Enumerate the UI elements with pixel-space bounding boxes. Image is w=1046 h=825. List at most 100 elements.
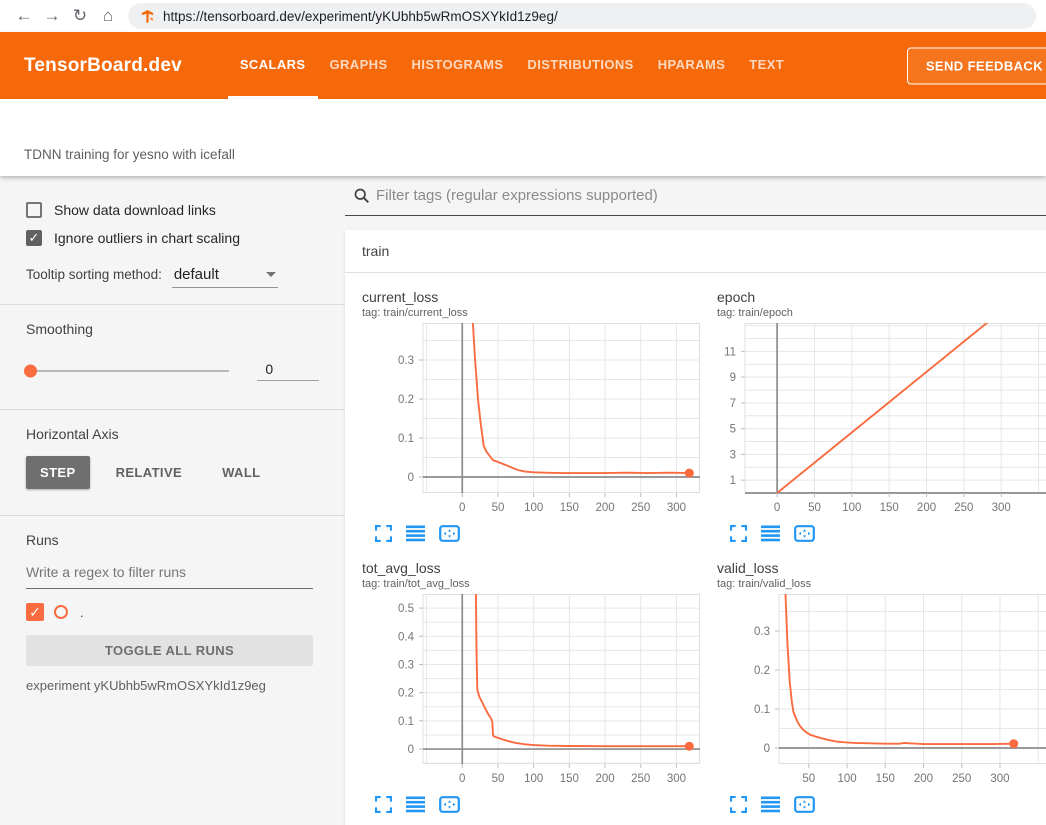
svg-text:0: 0 <box>764 743 770 755</box>
axis-relative-button[interactable]: RELATIVE <box>102 456 197 489</box>
svg-text:150: 150 <box>876 773 895 785</box>
main-panel: train current_loss tag: train/current_lo… <box>345 176 1046 825</box>
svg-text:0.4: 0.4 <box>398 631 415 643</box>
runs-selector-icon[interactable] <box>761 796 780 813</box>
tab-histograms[interactable]: HISTOGRAMS <box>400 32 516 99</box>
home-icon[interactable]: ⌂ <box>94 2 122 30</box>
app-title: TensorBoard.dev <box>24 55 182 77</box>
tab-graphs[interactable]: GRAPHS <box>318 32 400 99</box>
svg-text:5: 5 <box>730 424 736 436</box>
forward-icon[interactable]: → <box>38 2 66 30</box>
tab-bar: SCALARS GRAPHS HISTOGRAMS DISTRIBUTIONS … <box>228 32 796 99</box>
charts-grid: current_loss tag: train/current_loss 050… <box>345 273 1046 823</box>
run-row: ✓ . <box>26 603 319 621</box>
ignore-outliers-row[interactable]: ✓ Ignore outliers in chart scaling <box>26 230 319 246</box>
group-header-train[interactable]: train <box>345 230 1046 273</box>
chart-title: valid_loss <box>717 560 1046 576</box>
svg-text:0: 0 <box>408 472 414 484</box>
runs-selector-icon[interactable] <box>406 525 425 542</box>
svg-text:250: 250 <box>952 773 971 785</box>
toggle-all-runs-button[interactable]: TOGGLE ALL RUNS <box>26 635 313 666</box>
ignore-outliers-checkbox[interactable]: ✓ <box>26 230 42 246</box>
smoothing-slider-thumb[interactable] <box>24 365 37 378</box>
svg-text:50: 50 <box>808 502 821 514</box>
svg-text:250: 250 <box>631 773 650 785</box>
svg-text:7: 7 <box>730 398 736 410</box>
scalar-chart[interactable]: 5010015020025030000.10.20.3 <box>717 594 1046 792</box>
chart-tag: tag: train/valid_loss <box>717 578 1046 590</box>
svg-text:300: 300 <box>990 773 1009 785</box>
fullscreen-icon[interactable] <box>375 525 392 542</box>
svg-text:9: 9 <box>730 372 736 384</box>
svg-text:0.2: 0.2 <box>754 665 770 677</box>
train-group-card: train current_loss tag: train/current_lo… <box>345 230 1046 825</box>
chart-tile-epoch: epoch tag: train/epoch 05010015020025030… <box>700 281 1046 552</box>
runs-label: Runs <box>26 532 319 548</box>
fit-domain-icon[interactable] <box>439 796 460 813</box>
svg-text:100: 100 <box>524 773 543 785</box>
url-text: https://tensorboard.dev/experiment/yKUbh… <box>163 9 558 24</box>
fit-domain-icon[interactable] <box>439 525 460 542</box>
back-icon[interactable]: ← <box>10 2 38 30</box>
ignore-outliers-label: Ignore outliers in chart scaling <box>54 230 240 246</box>
tab-hparams[interactable]: HPARAMS <box>646 32 738 99</box>
runs-selector-icon[interactable] <box>406 796 425 813</box>
chart-tag: tag: train/current_loss <box>362 307 700 319</box>
send-feedback-button[interactable]: SEND FEEDBACK <box>907 47 1046 84</box>
run-color-swatch <box>54 605 68 619</box>
svg-text:0.5: 0.5 <box>398 603 414 615</box>
experiment-id-label: experiment yKUbhb5wRmOSXYkId1z9eg <box>26 678 319 693</box>
svg-text:150: 150 <box>880 502 899 514</box>
reload-icon[interactable]: ↻ <box>66 2 94 30</box>
show-download-links-checkbox[interactable] <box>26 202 42 218</box>
tensorboard-favicon <box>140 9 155 24</box>
svg-text:0: 0 <box>459 502 465 514</box>
fullscreen-icon[interactable] <box>375 796 392 813</box>
chart-tile-valid-loss: valid_loss tag: train/valid_loss 5010015… <box>700 552 1046 823</box>
run-name: . <box>80 605 84 620</box>
settings-sidebar: Show data download links ✓ Ignore outlie… <box>0 176 345 825</box>
tooltip-sorting-select[interactable]: default <box>172 264 278 288</box>
fit-domain-icon[interactable] <box>794 796 815 813</box>
smoothing-label: Smoothing <box>26 321 319 337</box>
axis-step-button[interactable]: STEP <box>26 456 90 489</box>
run-checkbox[interactable]: ✓ <box>26 603 44 621</box>
axis-wall-button[interactable]: WALL <box>208 456 274 489</box>
svg-text:0.1: 0.1 <box>754 704 770 716</box>
fullscreen-icon[interactable] <box>730 796 747 813</box>
svg-text:0.3: 0.3 <box>398 659 414 671</box>
fullscreen-icon[interactable] <box>730 525 747 542</box>
address-bar[interactable]: https://tensorboard.dev/experiment/yKUbh… <box>128 3 1036 29</box>
chart-tag: tag: train/epoch <box>717 307 1046 319</box>
svg-text:0: 0 <box>459 773 465 785</box>
filter-tags-input[interactable] <box>376 187 1046 204</box>
chart-tile-current-loss: current_loss tag: train/current_loss 0 50… <box>345 281 700 552</box>
svg-text:300: 300 <box>667 773 686 785</box>
tab-scalars[interactable]: SCALARS <box>228 32 318 99</box>
svg-text:50: 50 <box>492 502 505 514</box>
chart-title: tot_avg_loss <box>362 560 700 576</box>
chart-title: current_loss <box>362 289 700 305</box>
tab-distributions[interactable]: DISTRIBUTIONS <box>515 32 645 99</box>
horizontal-axis-label: Horizontal Axis <box>26 426 319 442</box>
tab-text[interactable]: TEXT <box>737 32 796 99</box>
scalar-chart[interactable]: 05010015020025030000.10.20.30.40.5 <box>362 594 700 792</box>
svg-text:150: 150 <box>560 773 579 785</box>
svg-text:11: 11 <box>724 346 736 358</box>
chart-title: epoch <box>717 289 1046 305</box>
scalar-chart[interactable]: 0501001502002503001357911 <box>717 323 1046 521</box>
smoothing-slider[interactable] <box>26 370 229 372</box>
svg-text:150: 150 <box>560 502 579 514</box>
svg-text:0.2: 0.2 <box>398 394 414 406</box>
runs-selector-icon[interactable] <box>761 525 780 542</box>
fit-domain-icon[interactable] <box>794 525 815 542</box>
svg-text:200: 200 <box>914 773 933 785</box>
runs-filter-input[interactable] <box>26 558 313 589</box>
show-download-links-row[interactable]: Show data download links <box>26 202 319 218</box>
scalar-chart[interactable]: 05010015020025030000.10.20.3 <box>362 323 700 521</box>
smoothing-value-field[interactable]: 0 <box>257 361 319 381</box>
svg-text:0.1: 0.1 <box>398 433 414 445</box>
svg-text:0.2: 0.2 <box>398 688 414 700</box>
svg-text:0.3: 0.3 <box>398 355 414 367</box>
svg-text:0.1: 0.1 <box>398 716 414 728</box>
